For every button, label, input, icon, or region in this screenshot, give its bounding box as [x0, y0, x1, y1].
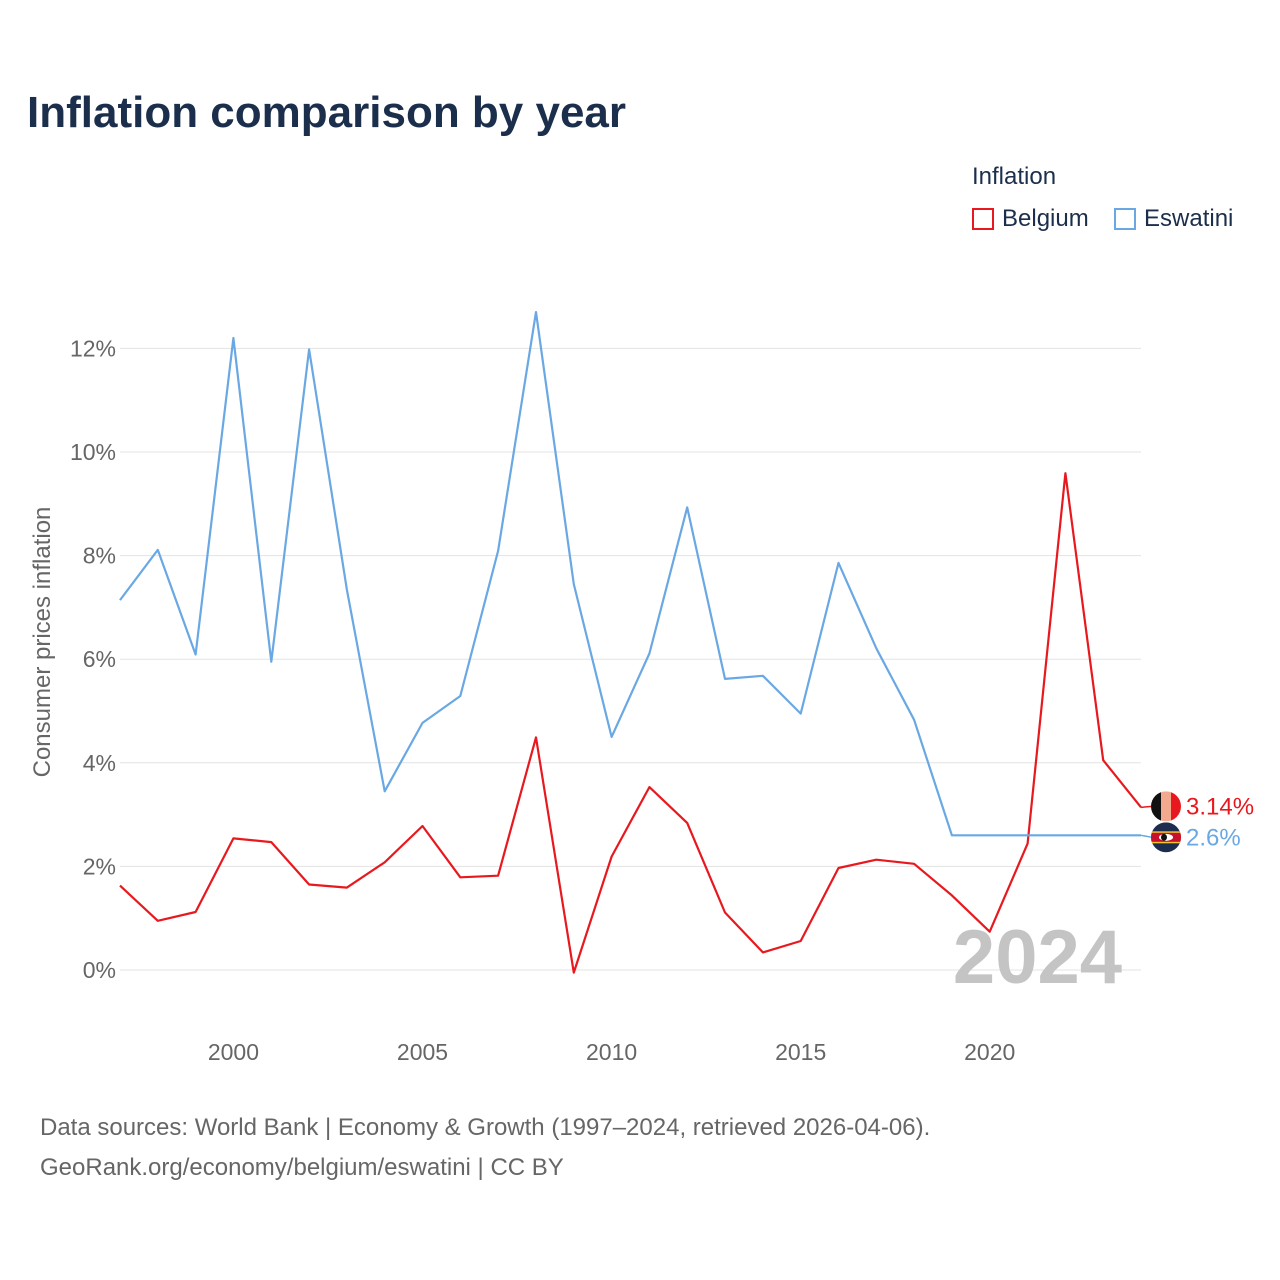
legend-label-eswatini: Eswatini: [1144, 205, 1234, 232]
end-marker-eswatini: 2.6%: [1140, 822, 1241, 853]
y-tick-label: 2%: [83, 853, 116, 879]
y-tick-label: 0%: [83, 957, 116, 983]
source-note: Data sources: World Bank | Economy & Gro…: [40, 1108, 930, 1188]
y-tick-label: 12%: [70, 335, 116, 361]
y-tick-label: 6%: [83, 646, 116, 672]
end-label-belgium: 3.14%: [1186, 793, 1254, 820]
year-watermark: 2024: [953, 915, 1122, 1000]
legend-title: Inflation: [972, 163, 1057, 190]
x-axis-ticks: 2000 2005 2010 2015 2020: [208, 1039, 1015, 1065]
line-chart: 0% 2% 4% 6% 8% 10% 12% 2000 2005 2010 2015 2020 Co…: [29, 311, 1254, 1065]
x-tick-label: 2000: [208, 1039, 259, 1065]
gridlines: [120, 347, 1141, 971]
end-label-eswatini: 2.6%: [1186, 824, 1241, 851]
legend-swatch-belgium: [972, 208, 994, 230]
legend-item-belgium[interactable]: Belgium: [972, 205, 1089, 233]
x-tick-label: 2020: [964, 1039, 1015, 1065]
x-tick-label: 2015: [775, 1039, 826, 1065]
y-axis-ticks: 0% 2% 4% 6% 8% 10% 12%: [70, 335, 116, 983]
x-tick-label: 2005: [397, 1039, 448, 1065]
x-tick-label: 2010: [586, 1039, 637, 1065]
chart-title: Inflation comparison by year: [27, 88, 627, 137]
y-tick-label: 8%: [83, 543, 116, 569]
series-line-belgium[interactable]: [119, 472, 1142, 974]
y-tick-label: 4%: [83, 750, 116, 776]
series-end-markers: 3.14% 2.6%: [1140, 791, 1254, 853]
end-marker-belgium: 3.14%: [1140, 791, 1254, 822]
series-lines: [119, 311, 1142, 974]
y-tick-label: 10%: [70, 439, 116, 465]
legend-item-eswatini[interactable]: Eswatini: [1114, 205, 1233, 233]
series-line-eswatini[interactable]: [119, 311, 1141, 837]
belgium-flag-icon: [1151, 791, 1181, 822]
legend-label-belgium: Belgium: [1002, 205, 1089, 232]
source-line-2[interactable]: GeoRank.org/economy/belgium/eswatini | C…: [40, 1154, 564, 1181]
y-axis-label: Consumer prices inflation: [29, 507, 56, 778]
source-line-1: Data sources: World Bank | Economy & Gro…: [40, 1114, 931, 1141]
eswatini-flag-icon: [1151, 822, 1181, 853]
legend-swatch-eswatini: [1114, 208, 1136, 230]
